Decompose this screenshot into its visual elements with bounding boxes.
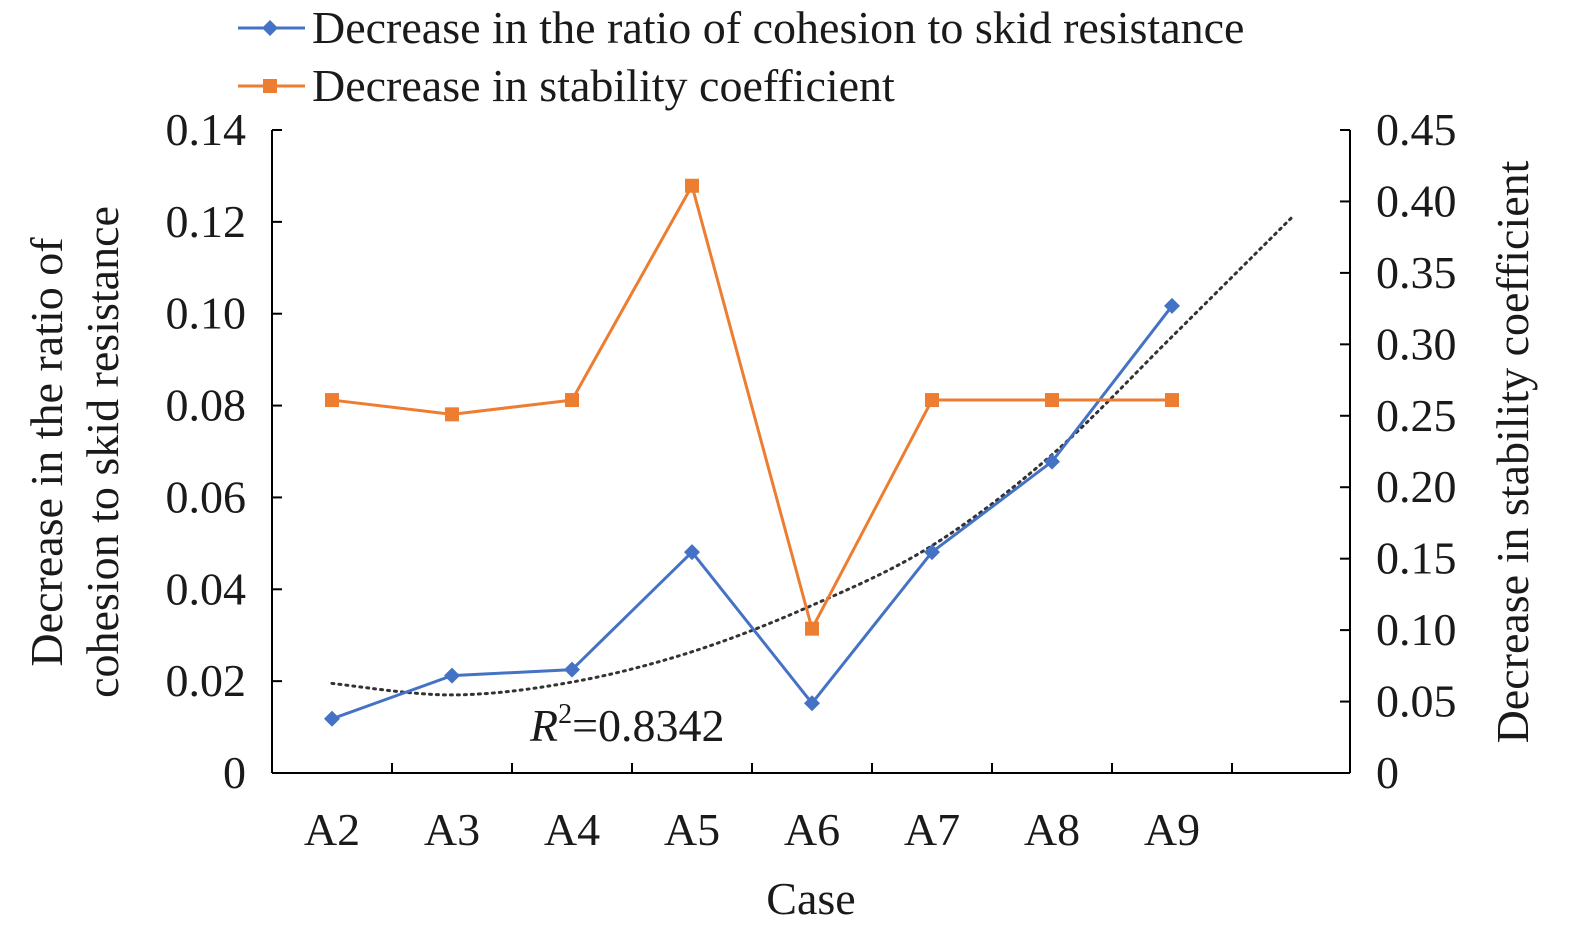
legend-ratio-label: Decrease in the ratio of cohesion to ski… <box>312 2 1244 53</box>
x-tick-label: A4 <box>544 804 600 855</box>
axes: 0 0.02 0.04 0.06 0.08 0.10 0.12 0.14 0 0.05 0.10 0.… <box>21 104 1538 924</box>
y-right-tick-label: 0.20 <box>1376 461 1457 512</box>
legend-stability-marker <box>263 79 277 93</box>
y-right-tick-label: 0.40 <box>1376 175 1457 226</box>
r-squared-value: =0.8342 <box>572 700 724 751</box>
ratio-series-point <box>1164 297 1180 314</box>
x-tick-label: A9 <box>1144 804 1200 855</box>
stability-series-point <box>685 178 699 193</box>
x-tick-label: A8 <box>1024 804 1080 855</box>
ratio-series-point <box>1044 453 1060 470</box>
y-left-tick-label: 0.14 <box>166 104 247 155</box>
stability-series-point <box>565 393 579 408</box>
r-squared-superscript: 2 <box>558 699 572 730</box>
ratio-series-point <box>684 544 700 561</box>
legend: Decrease in the ratio of cohesion to ski… <box>238 2 1244 111</box>
x-tick-label: A2 <box>304 804 360 855</box>
ratio-series-line <box>331 304 1174 721</box>
ratio-series-point <box>564 661 580 678</box>
y-right-tick-label: 0.05 <box>1376 676 1457 727</box>
stability-series-point <box>805 621 819 636</box>
r-squared-symbol: R <box>529 700 558 751</box>
y-right-tick-label: 0.30 <box>1376 318 1457 369</box>
y-right-tick-label: 0 <box>1376 747 1399 798</box>
y-right-axis-title: Decrease in stability coefficient <box>1487 160 1538 743</box>
y-right-tick-label: 0.15 <box>1376 533 1457 584</box>
stability-series-point <box>925 393 939 408</box>
y-right-tick-label: 0.35 <box>1376 247 1457 298</box>
y-left-tick-label: 0.02 <box>166 655 247 706</box>
y-left-tick-label: 0.08 <box>166 380 247 431</box>
y-left-axis-title-line: cohesion to skid resistance <box>77 206 128 698</box>
ratio-series-point <box>804 695 820 712</box>
y-left-axis-title: Decrease in the ratio of cohesion to skid… <box>21 206 128 698</box>
stability-series-point <box>1045 393 1059 408</box>
stability-series-point <box>445 407 459 422</box>
x-tick-label: A5 <box>664 804 720 855</box>
y-left-tick-label: 0 <box>223 747 246 798</box>
ratio-series-point <box>924 544 940 561</box>
series-group <box>324 178 1180 727</box>
stability-series-point <box>325 393 339 408</box>
ratio-series-point <box>324 710 340 727</box>
y-right-tick-label: 0.45 <box>1376 104 1457 155</box>
stability-series-point <box>1165 393 1179 408</box>
legend-ratio-marker <box>262 20 278 36</box>
ratio-series-point <box>444 667 460 684</box>
stability-series-line <box>331 181 1172 633</box>
y-right-tick-label: 0.10 <box>1376 604 1457 655</box>
legend-stability-label: Decrease in stability coefficient <box>312 60 895 111</box>
y-left-tick-label: 0.10 <box>166 288 247 339</box>
y-left-tick-label: 0.12 <box>166 196 247 247</box>
x-tick-label: A6 <box>784 804 840 855</box>
y-right-tick-label: 0.25 <box>1376 390 1457 441</box>
x-tick-label: A7 <box>904 804 960 855</box>
x-tick-label: A3 <box>424 804 480 855</box>
x-axis-title: Case <box>766 873 855 924</box>
y-left-axis-title-line: Decrease in the ratio of <box>21 237 72 667</box>
annotations: R2=0.8342 <box>529 699 725 751</box>
y-left-tick-label: 0.06 <box>166 471 247 522</box>
y-left-tick-label: 0.04 <box>166 563 247 614</box>
r-squared-annotation: R2=0.8342 <box>529 699 725 751</box>
